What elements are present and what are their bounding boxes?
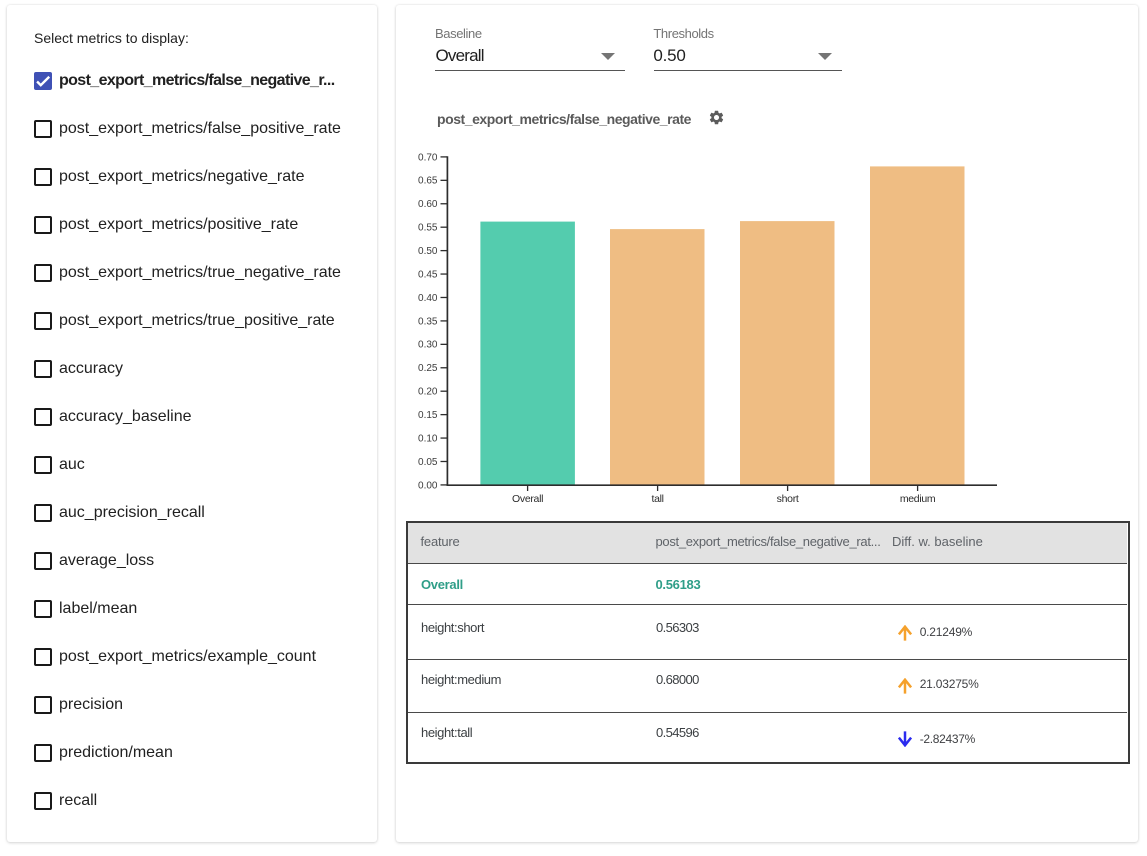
svg-text:0.50: 0.50 — [418, 246, 438, 257]
svg-text:0.00: 0.00 — [418, 480, 438, 491]
svg-text:0.35: 0.35 — [418, 316, 438, 327]
svg-text:0.30: 0.30 — [418, 340, 438, 351]
svg-text:0.55: 0.55 — [418, 223, 438, 234]
svg-text:medium: medium — [900, 493, 936, 505]
svg-text:tall: tall — [651, 493, 663, 505]
svg-text:0.45: 0.45 — [418, 269, 438, 280]
svg-text:0.25: 0.25 — [418, 363, 438, 374]
svg-text:Overall: Overall — [512, 493, 543, 505]
svg-text:0.65: 0.65 — [418, 176, 438, 187]
svg-text:0.40: 0.40 — [418, 293, 438, 304]
svg-text:0.15: 0.15 — [418, 410, 438, 421]
svg-text:short: short — [777, 493, 799, 505]
svg-text:0.60: 0.60 — [418, 199, 438, 210]
svg-text:0.70: 0.70 — [418, 152, 438, 163]
svg-text:0.10: 0.10 — [418, 433, 438, 444]
svg-text:0.05: 0.05 — [418, 457, 438, 468]
svg-text:0.20: 0.20 — [418, 387, 438, 398]
